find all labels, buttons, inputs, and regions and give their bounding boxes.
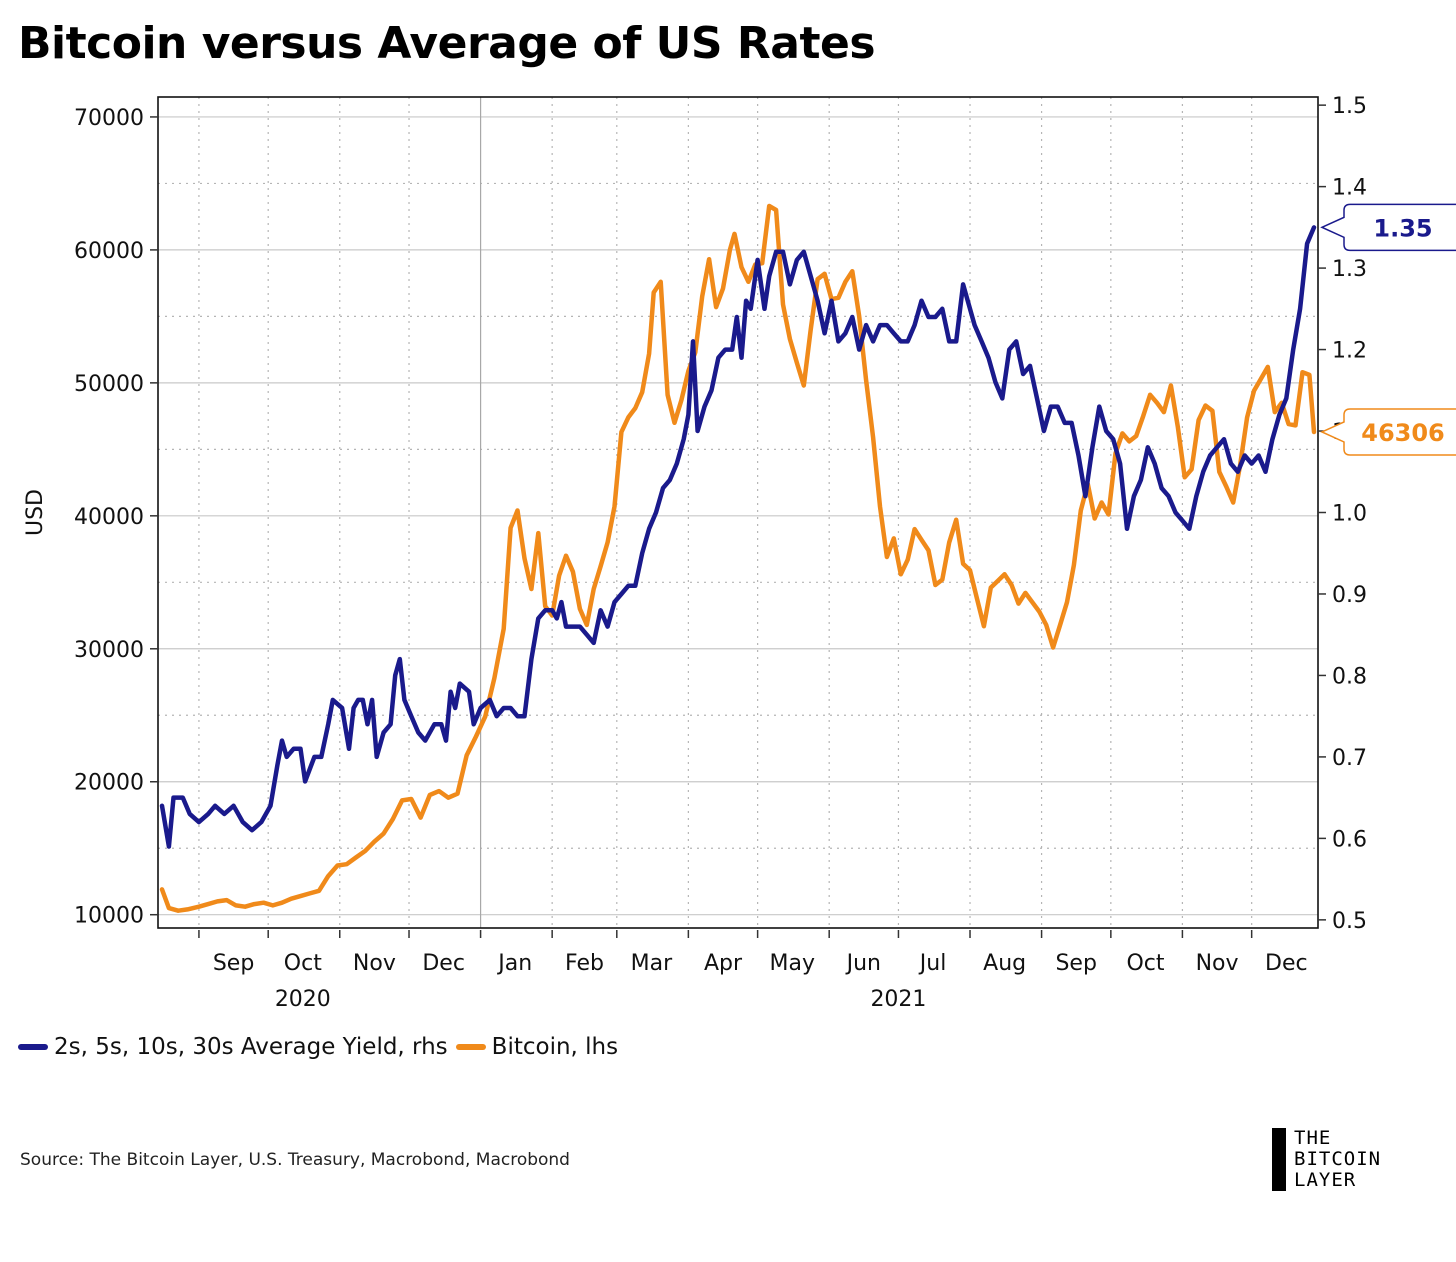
y-right-tick-label: 0.8 bbox=[1332, 664, 1367, 689]
y-right-tick-label: 1.4 bbox=[1332, 176, 1367, 201]
x-month-label: Oct bbox=[1126, 951, 1164, 976]
y-left-tick-label: 50000 bbox=[74, 372, 144, 397]
yield-last-value-box bbox=[1320, 203, 1456, 252]
chart-title: Bitcoin versus Average of US Rates bbox=[18, 18, 876, 69]
y-right-tick-label: 1.3 bbox=[1332, 257, 1367, 282]
x-month-label: Apr bbox=[704, 951, 743, 976]
yield-last-value-label: 1.35 bbox=[1373, 214, 1432, 242]
x-month-label: Dec bbox=[422, 951, 465, 976]
y-right-tick-label: 1.0 bbox=[1332, 502, 1367, 527]
y-right-tick-label: 0.7 bbox=[1332, 746, 1367, 771]
y-right-tick-label: 1.5 bbox=[1332, 94, 1367, 119]
x-month-label: May bbox=[770, 951, 815, 976]
x-month-label: Jul bbox=[918, 951, 947, 976]
y-right-tick-label: 0.5 bbox=[1332, 909, 1367, 934]
legend-item-bitcoin: Bitcoin, lhs bbox=[455, 1034, 619, 1060]
source-note: Source: The Bitcoin Layer, U.S. Treasury… bbox=[20, 1150, 570, 1170]
x-month-label: Jan bbox=[496, 951, 532, 976]
y-left-tick-label: 30000 bbox=[74, 638, 144, 663]
x-month-label: Sep bbox=[1055, 951, 1096, 976]
bitcoin-last-value-box bbox=[1320, 408, 1456, 456]
legend-label-yield: 2s, 5s, 10s, 30s Average Yield, rhs bbox=[54, 1034, 448, 1060]
x-year-label: 2020 bbox=[275, 987, 331, 1012]
series-line-yield bbox=[159, 225, 1317, 849]
y-left-tick-label: 60000 bbox=[74, 239, 144, 264]
x-month-label: Nov bbox=[353, 951, 396, 976]
x-month-label: Feb bbox=[565, 951, 604, 976]
x-month-label: Jun bbox=[845, 951, 881, 976]
x-month-label: Mar bbox=[631, 951, 673, 976]
bitcoin-last-value-label: 46306 bbox=[1361, 419, 1445, 447]
y-right-tick-label: 0.6 bbox=[1332, 827, 1367, 852]
logo-line-1: THE bbox=[1294, 1127, 1332, 1149]
bitcoin-layer-logo: THE BITCOIN LAYER bbox=[1272, 1128, 1381, 1191]
legend-item-yield: 2s, 5s, 10s, 30s Average Yield, rhs bbox=[18, 1034, 448, 1060]
x-month-label: Aug bbox=[983, 951, 1026, 976]
x-month-label: Dec bbox=[1265, 951, 1308, 976]
y-left-tick-label: 20000 bbox=[74, 771, 144, 796]
legend-swatch-yield bbox=[18, 1044, 48, 1050]
logo-text: THE BITCOIN LAYER bbox=[1294, 1128, 1381, 1191]
logo-bar bbox=[1272, 1128, 1286, 1191]
series-line-bitcoin bbox=[159, 203, 1317, 913]
y-right-tick-label: 1.2 bbox=[1332, 339, 1367, 364]
y-left-axis-label: USD bbox=[23, 489, 48, 536]
logo-line-2: BITCOIN bbox=[1294, 1148, 1382, 1170]
x-month-label: Nov bbox=[1196, 951, 1239, 976]
logo-line-3: LAYER bbox=[1294, 1169, 1357, 1191]
legend-label-bitcoin: Bitcoin, lhs bbox=[491, 1034, 619, 1060]
legend: 2s, 5s, 10s, 30s Average Yield, rhs Bitc… bbox=[18, 1034, 626, 1060]
x-year-label: 2021 bbox=[870, 987, 926, 1012]
plot-frame bbox=[157, 96, 1319, 929]
x-month-label: Oct bbox=[284, 951, 322, 976]
y-left-tick-label: 10000 bbox=[74, 904, 144, 929]
y-left-tick-label: 70000 bbox=[74, 106, 144, 131]
legend-swatch-bitcoin bbox=[455, 1044, 486, 1050]
x-month-label: Sep bbox=[213, 951, 254, 976]
y-right-tick-label: 0.9 bbox=[1332, 583, 1367, 608]
y-left-tick-label: 40000 bbox=[74, 505, 144, 530]
